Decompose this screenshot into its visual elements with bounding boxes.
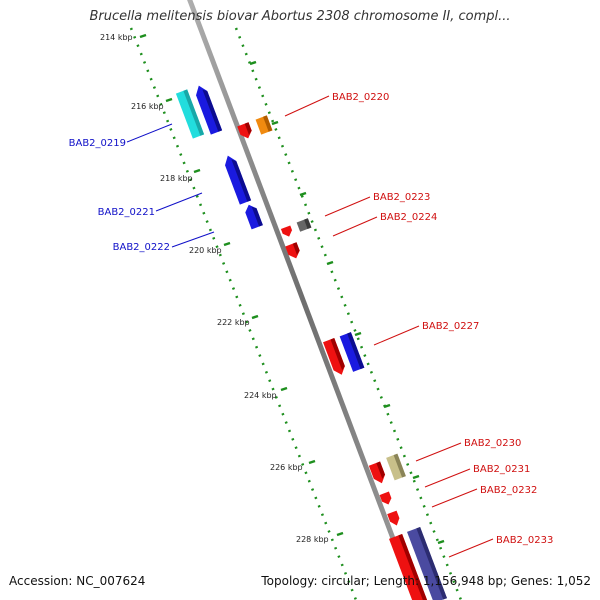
scale-label: 216 kbp [131,102,164,111]
gene-block [175,89,205,139]
gene-block [407,526,447,600]
gene-label[interactable]: BAB2_0220 [332,92,389,103]
gene-block [296,218,312,232]
outer-tick-track [234,27,463,600]
gene-label[interactable]: BAB2_0223 [373,192,430,203]
inner-tick-track [129,27,358,600]
scale-label: 218 kbp [160,174,193,183]
scale-label: 220 kbp [189,246,222,255]
forward-leader-lines [284,95,494,558]
gene-label[interactable]: BAB2_0227 [422,321,479,332]
gene-label[interactable]: BAB2_0232 [480,485,537,496]
chromosome-backbone [187,0,419,600]
gene-label[interactable]: BAB2_0222 [113,242,170,253]
gene-block [379,491,392,505]
gene-block [339,332,365,372]
gene-block [196,85,223,135]
gene-block [285,242,300,259]
outer-major-ticks [249,60,445,545]
gene-label[interactable]: BAB2_0230 [464,438,521,449]
gene-block [280,225,293,237]
gene-label[interactable]: BAB2_0231 [473,464,530,475]
topology-text: Topology: circular; Length: 1,156,948 bp… [261,574,591,588]
gene-block [323,338,345,375]
scale-label: 222 kbp [217,318,250,327]
scale-label: 214 kbp [100,33,133,42]
accession-text: Accession: NC_007624 [9,574,146,588]
gene-block [368,461,386,484]
reverse-strand-genes [175,85,263,230]
gene-block [225,155,252,205]
scale-label: 224 kbp [244,391,277,400]
inner-major-ticks [139,33,344,537]
scale-label: 228 kbp [296,535,329,544]
reverse-leader-lines [126,123,215,248]
scale-label: 226 kbp [270,463,303,472]
gene-block [387,510,400,526]
gene-label[interactable]: BAB2_0233 [496,535,553,546]
forward-strand-genes [237,115,447,600]
gene-label[interactable]: BAB2_0219 [69,138,126,149]
map-title: Brucella melitensis biovar Abortus 2308 … [89,9,511,24]
gene-block [386,453,406,481]
gene-block [389,533,429,600]
gene-label[interactable]: BAB2_0221 [98,207,155,218]
gene-block [237,122,252,139]
gene-block [255,115,273,135]
gene-block [245,204,263,230]
gene-label[interactable]: BAB2_0224 [380,212,437,223]
